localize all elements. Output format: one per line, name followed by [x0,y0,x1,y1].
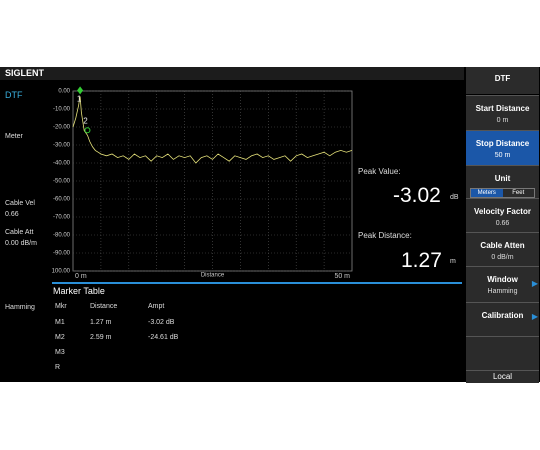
menu-value: 0 m [496,117,509,124]
y-tick-label: -50.00 [53,179,71,185]
menu-label: Velocity Factor [474,207,531,216]
x-tick-label: 50 m [334,273,350,280]
x-tick-label: 0 m [75,273,87,280]
x-axis-label: Distance [201,273,225,279]
menu-label: Cable Atten [480,241,525,250]
peak-value: -3.02 [393,184,441,207]
marker-label: 2 [83,116,88,125]
menu-label: Unit [494,174,511,183]
arrow: ▶ [531,312,538,321]
table-cell: R [55,364,61,371]
table-cell: 2.59 m [90,334,112,341]
menu-title-text: DTF [494,74,511,83]
top-bar [0,67,464,80]
marker [84,127,91,134]
menu-value: Hamming [487,288,518,295]
cable-att-label: Cable Att [5,229,34,236]
menu-item[interactable]: Cable Atten 0 dB/m [466,232,539,266]
cable-att: 0.00 dB/m [5,240,37,247]
peak-distance-label: Peak Distance: [358,231,412,240]
y-tick-label: -60.00 [53,197,71,203]
window: Hamming [5,304,35,311]
table-cell: 1.27 m [90,319,112,326]
menu-value: 50 m [494,152,511,159]
peak-value-label: Peak Value: [358,167,401,176]
marker [77,86,84,95]
cable-vel: 0.66 [5,211,19,218]
menu-item[interactable]: Unit Meters Feet [466,165,539,198]
table-cell: -3.02 dB [148,319,175,326]
table-cell: -24.61 dB [148,334,179,341]
table-cell: M3 [55,349,65,356]
divider [52,282,462,284]
menu-label: Start Distance [475,104,530,113]
y-tick-label: -20.00 [53,125,71,131]
y-tick-label: 100.00 [52,269,71,275]
unit-option[interactable]: Feet [512,190,525,196]
menu-item[interactable]: Window Hamming ▶ [466,266,539,302]
marker-label: 1 [77,95,82,104]
menu-item[interactable]: Local [466,370,539,383]
peak-value-unit: dB [450,194,459,201]
menu-blank [466,336,539,370]
mode: DTF [5,90,23,100]
peak-distance: 1.27 [401,249,442,272]
menu-value: 0 dB/m [491,254,514,261]
menu-item[interactable]: Calibration ▶ [466,302,539,336]
y-tick-label: -10.00 [53,107,71,113]
unit-label: Meter [5,133,23,140]
y-tick-label: -90.00 [53,251,71,257]
y-tick-label: -30.00 [53,143,71,149]
menu-item[interactable]: Velocity Factor 0.66 [466,198,539,232]
menu-title: DTF [466,67,539,94]
y-tick-label: -80.00 [53,233,71,239]
table-cell: M1 [55,319,65,326]
menu-label: Stop Distance [475,139,530,148]
menu-item[interactable]: Stop Distance 50 m [466,130,539,165]
menu-label: Local [492,372,513,381]
table-cell: Ampt [148,303,165,310]
menu-value: 0.66 [495,220,510,227]
menu-label: Window [487,275,518,284]
peak-distance-unit: m [450,258,456,265]
arrow: ▶ [531,279,538,288]
table-cell: Mkr [55,303,67,310]
y-tick-label: -40.00 [53,161,71,167]
y-tick-label: 0.00 [58,89,70,95]
table-cell: M2 [55,334,65,341]
menu-label: Calibration [481,311,524,320]
table-cell: Distance [90,303,118,310]
y-tick-label: -70.00 [53,215,71,221]
unit-option[interactable]: Meters [471,189,503,197]
brand: SIGLENT [5,68,45,78]
trace [72,96,353,164]
marker-table-title: Marker Table [53,286,105,296]
screen [0,67,540,382]
cable-vel-label: Cable Vel [5,200,35,207]
menu-item[interactable]: Start Distance 0 m [466,95,539,130]
